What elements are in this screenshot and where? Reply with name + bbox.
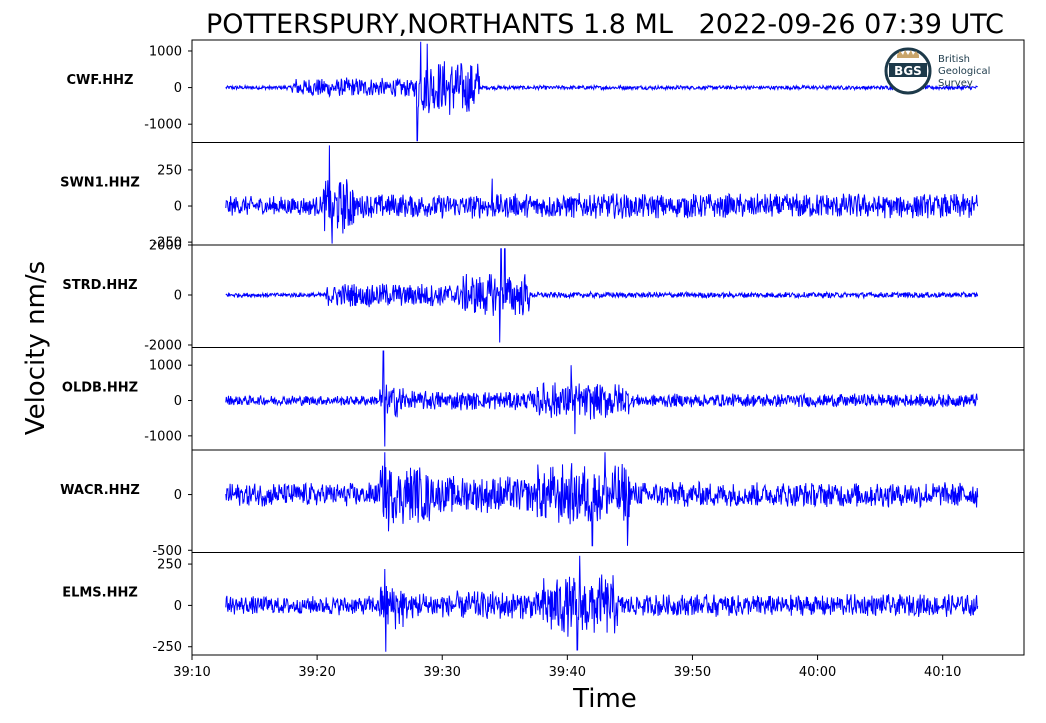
crown-icon [897, 50, 919, 58]
y-tick-label: -500 [152, 544, 182, 559]
trace-line [225, 555, 979, 652]
panel-frame [191, 142, 1025, 246]
trace-line [225, 452, 979, 547]
y-tick-label: -250 [152, 236, 182, 251]
station-label: SWN1.HHZ [60, 176, 140, 191]
bgs-logo-band [889, 63, 927, 77]
trace-line [225, 248, 979, 343]
station-label: WACR.HHZ [60, 483, 140, 498]
y-tick-label: 250 [157, 163, 182, 178]
y-tick-label: 1000 [149, 44, 182, 59]
trace-panels: 1000 0 -1000 CWF.HHZ 250 0 -250 SWN1.HHZ 2000 0 -2… [60, 39, 1025, 656]
y-tick-label: 0 [174, 289, 182, 304]
station-label: STRD.HHZ [62, 278, 137, 293]
y-tick-label: -250 [152, 640, 182, 655]
y-tick-label: -2000 [144, 339, 182, 354]
x-tick-label: 39:30 [423, 665, 460, 680]
chart-title: POTTERSPURY,NORTHANTS 1.8 ML 2022-09-26 … [206, 9, 1004, 40]
x-tick-label: 40:10 [924, 665, 961, 680]
x-tick-label: 39:20 [298, 665, 335, 680]
trace-panel-elms-hhz: 250 0 -250 ELMS.HHZ [62, 552, 1025, 656]
y-tick-label: 1000 [149, 359, 182, 374]
y-tick-label: 0 [174, 488, 182, 503]
x-axis: 39:10 39:20 39:30 39:40 39:50 40:00 40:10 [173, 655, 961, 680]
trace-panel-cwf-hhz: 1000 0 -1000 CWF.HHZ [67, 39, 1025, 143]
trace-panel-swn1-hhz: 250 0 -250 SWN1.HHZ [60, 142, 1025, 251]
panel-frame [191, 552, 1025, 656]
station-label: CWF.HHZ [67, 73, 134, 88]
bgs-logo-line3: Survey [938, 78, 973, 89]
bgs-logo-line1: British [938, 54, 970, 65]
y-tick-label: 0 [174, 81, 182, 96]
y-tick-label: -1000 [144, 118, 182, 133]
trace-panel-strd-hhz: 2000 0 -2000 STRD.HHZ [62, 239, 1025, 354]
x-tick-label: 40:00 [799, 665, 836, 680]
y-tick-label: 2000 [149, 239, 182, 254]
trace-panel-wacr-hhz: 0 -500 WACR.HHZ [60, 449, 1025, 559]
y-tick-label: 0 [174, 599, 182, 614]
trace-line [225, 145, 979, 244]
y-tick-label: 0 [174, 394, 182, 409]
x-axis-label: Time [572, 684, 637, 714]
station-label: OLDB.HHZ [62, 381, 138, 396]
y-tick-label: -1000 [144, 429, 182, 444]
trace-panel-oldb-hhz: 1000 0 -1000 OLDB.HHZ [62, 347, 1025, 451]
bgs-logo-mark: BGS [894, 64, 922, 78]
trace-line [225, 350, 979, 447]
station-label: ELMS.HHZ [62, 586, 138, 601]
y-tick-label: 250 [157, 558, 182, 573]
x-tick-label: 39:10 [173, 665, 210, 680]
y-tick-label: 0 [174, 200, 182, 215]
bgs-logo-line2: Geological [938, 66, 990, 77]
y-axis-label: Velocity nm/s [21, 261, 51, 435]
x-tick-label: 39:40 [549, 665, 586, 680]
trace-line [225, 41, 978, 142]
x-tick-label: 39:50 [674, 665, 711, 680]
bgs-logo: BGS British Geological Survey [884, 47, 990, 95]
